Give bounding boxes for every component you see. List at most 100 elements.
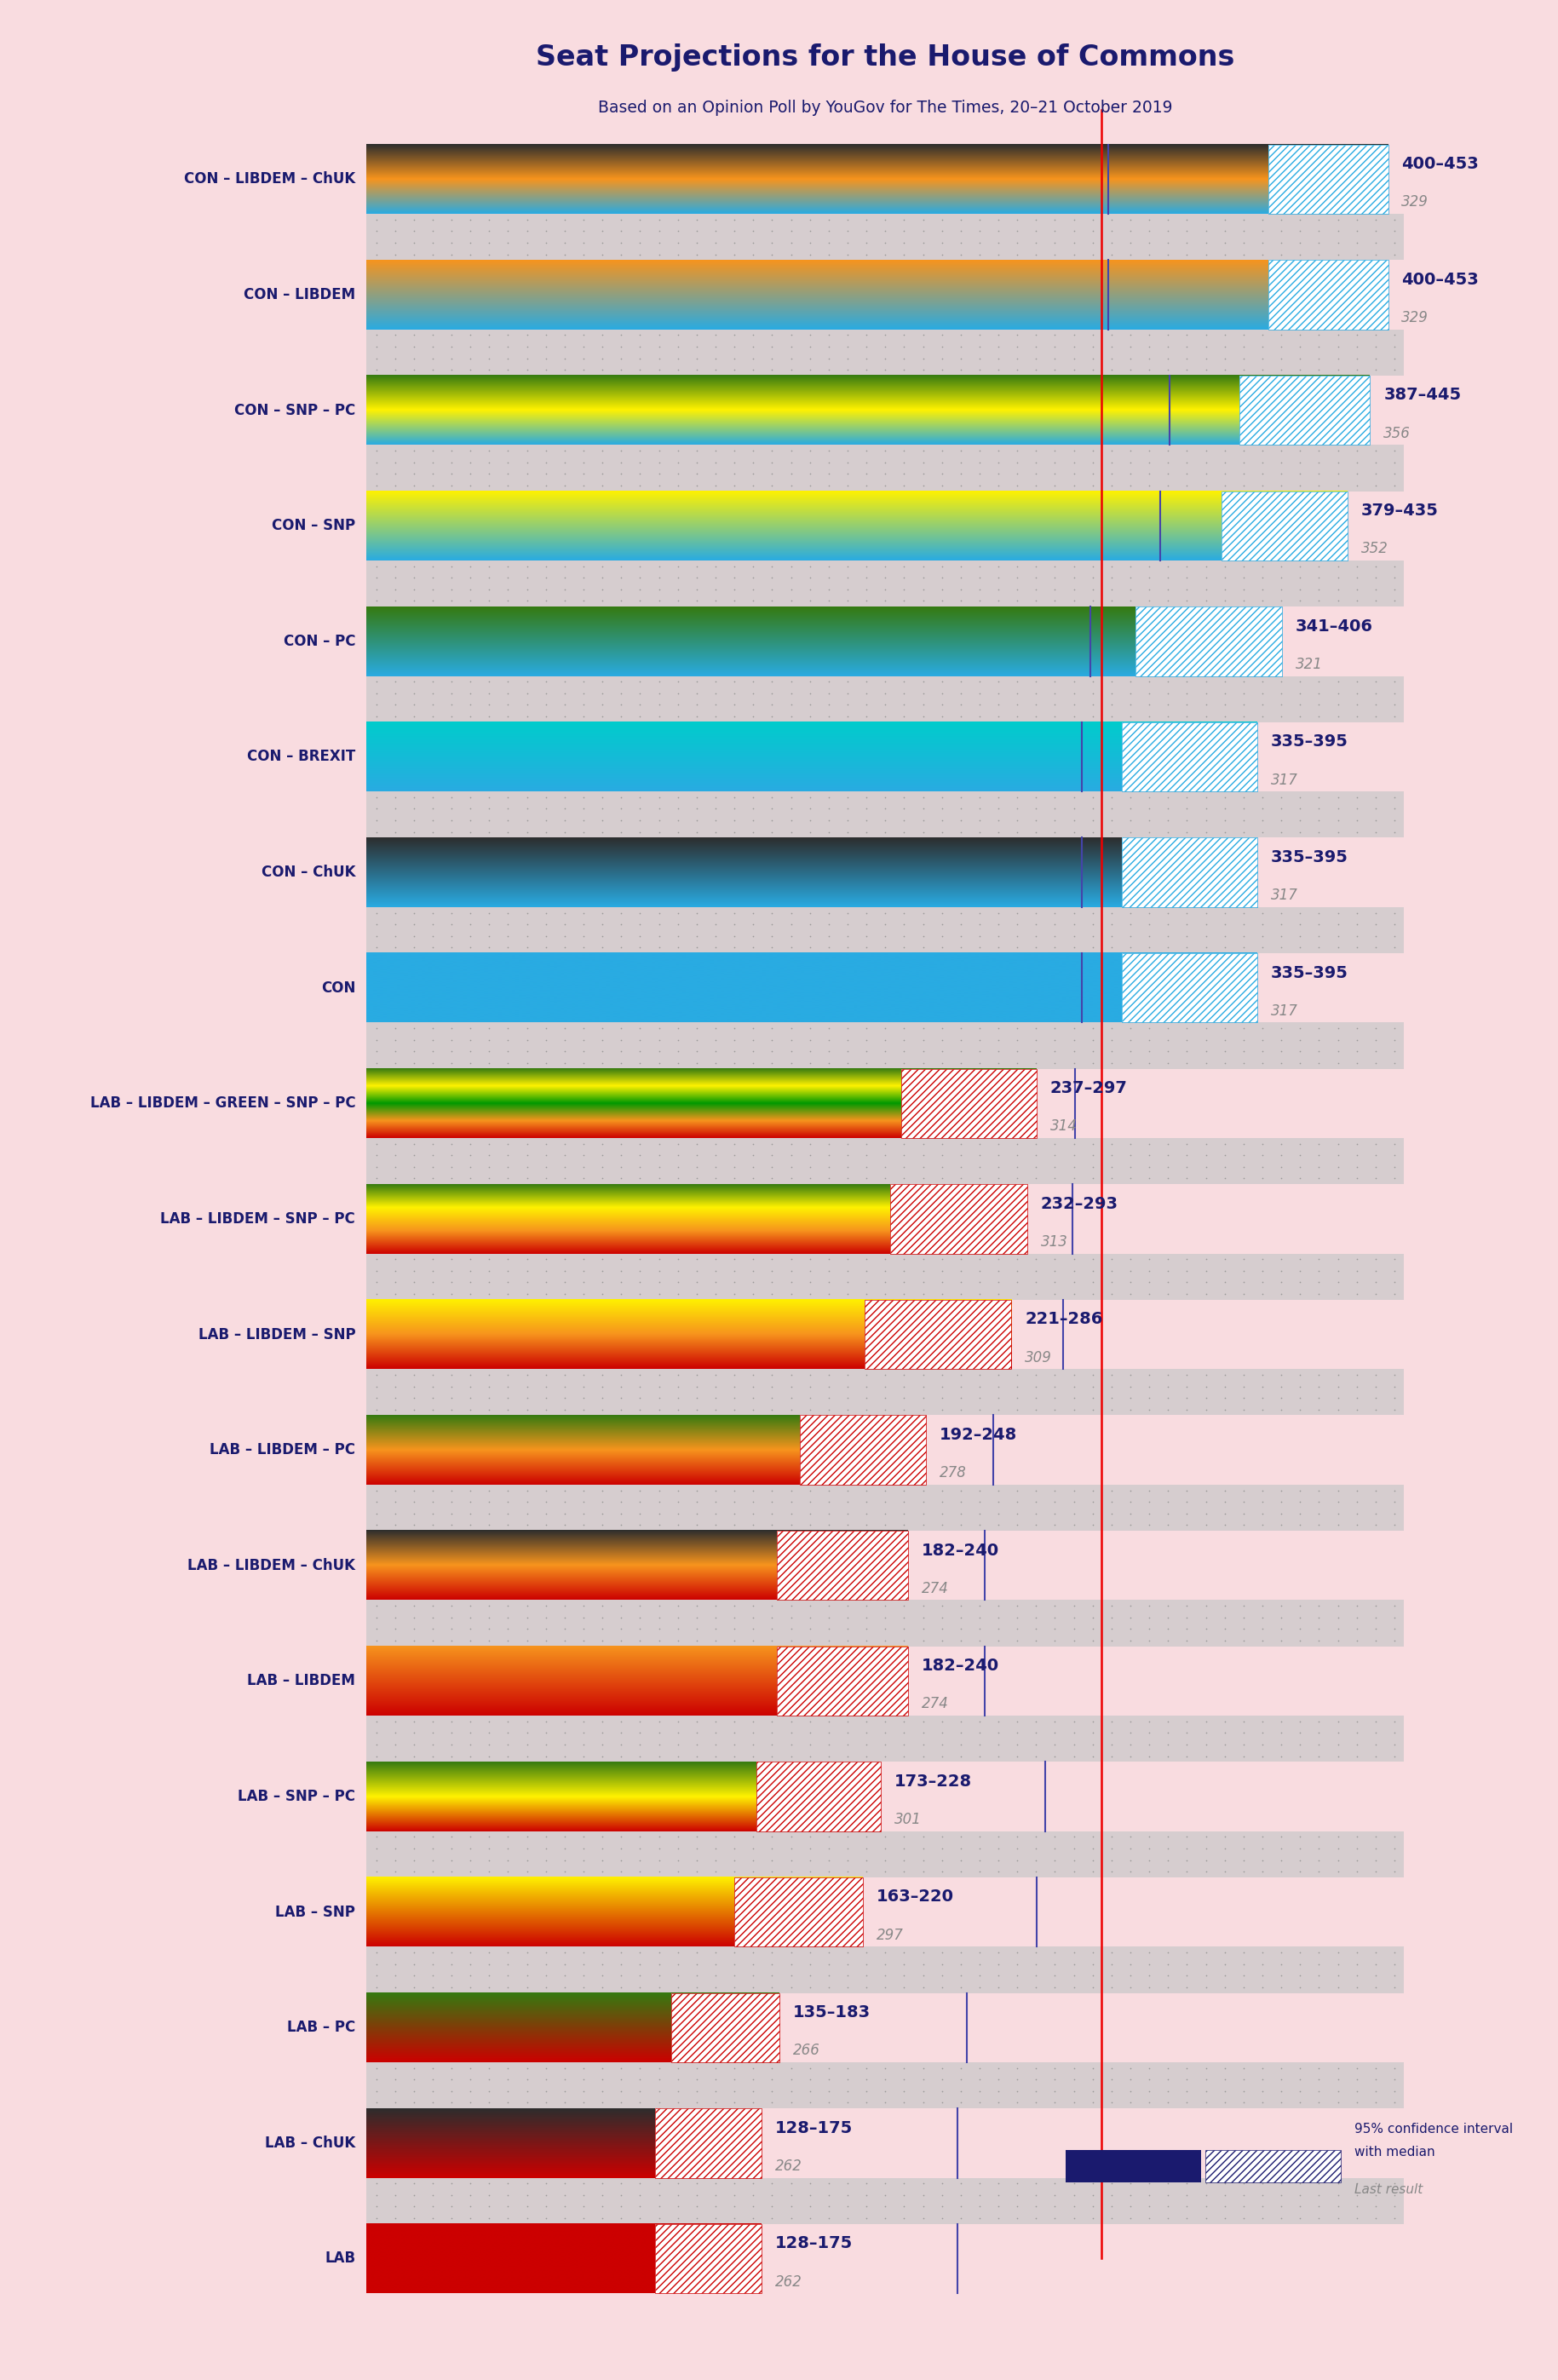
Bar bbox=[901, 1069, 1036, 1138]
Bar bbox=[671, 1992, 779, 2061]
Bar bbox=[799, 1416, 925, 1485]
Bar bbox=[366, 2061, 1404, 2109]
Bar bbox=[366, 676, 1404, 721]
Bar bbox=[890, 1185, 1027, 1254]
Text: 182–240: 182–240 bbox=[921, 1659, 999, 1673]
Text: LAB – SNP: LAB – SNP bbox=[276, 1904, 355, 1921]
Bar bbox=[1206, 2149, 1341, 2182]
Text: 317: 317 bbox=[1271, 888, 1298, 902]
Bar bbox=[757, 1761, 880, 1830]
Text: 278: 278 bbox=[939, 1466, 966, 1480]
Bar bbox=[366, 1830, 1404, 1878]
Bar bbox=[366, 1023, 1404, 1069]
Text: 313: 313 bbox=[1041, 1235, 1067, 1250]
Text: 128–175: 128–175 bbox=[774, 2121, 852, 2137]
Bar bbox=[366, 1485, 1404, 1530]
Bar bbox=[1122, 952, 1257, 1023]
Bar bbox=[777, 1647, 908, 1716]
Text: CON – BREXIT: CON – BREXIT bbox=[248, 750, 355, 764]
Bar bbox=[1122, 721, 1257, 793]
Bar bbox=[1239, 376, 1369, 445]
Bar bbox=[890, 1185, 1027, 1254]
Bar bbox=[1268, 259, 1388, 328]
Text: 173–228: 173–228 bbox=[894, 1773, 972, 1790]
Bar bbox=[366, 214, 1404, 259]
Bar bbox=[734, 1878, 863, 1947]
Bar bbox=[366, 2178, 1404, 2223]
Text: 317: 317 bbox=[1271, 771, 1298, 788]
Text: 314: 314 bbox=[1050, 1119, 1077, 1135]
Bar bbox=[799, 1416, 925, 1485]
Bar bbox=[366, 1599, 1404, 1647]
Text: 297: 297 bbox=[876, 1928, 904, 1942]
Text: 400–453: 400–453 bbox=[1402, 271, 1479, 288]
Text: 128–175: 128–175 bbox=[774, 2235, 852, 2251]
Text: CON: CON bbox=[321, 981, 355, 995]
Bar bbox=[777, 1647, 908, 1716]
Text: LAB – SNP – PC: LAB – SNP – PC bbox=[238, 1790, 355, 1804]
Bar bbox=[366, 1947, 1404, 1992]
Text: 329: 329 bbox=[1402, 309, 1429, 326]
Text: 400–453: 400–453 bbox=[1402, 157, 1479, 171]
Text: LAB – LIBDEM – SNP: LAB – LIBDEM – SNP bbox=[198, 1326, 355, 1342]
Text: 301: 301 bbox=[894, 1811, 921, 1828]
Text: CON – LIBDEM – ChUK: CON – LIBDEM – ChUK bbox=[184, 171, 355, 188]
Bar bbox=[1268, 259, 1388, 328]
Text: 232–293: 232–293 bbox=[1041, 1195, 1119, 1211]
Text: 262: 262 bbox=[774, 2273, 802, 2290]
Text: LAB: LAB bbox=[324, 2251, 355, 2266]
Bar bbox=[865, 1299, 1011, 1368]
Bar bbox=[366, 328, 1404, 376]
Text: 221–286: 221–286 bbox=[1025, 1311, 1103, 1328]
Bar bbox=[865, 1299, 1011, 1368]
Text: CON – PC: CON – PC bbox=[284, 633, 355, 650]
Text: 379–435: 379–435 bbox=[1362, 502, 1438, 519]
Bar bbox=[366, 1138, 1404, 1185]
Text: 352: 352 bbox=[1362, 540, 1388, 557]
Text: 135–183: 135–183 bbox=[793, 2004, 871, 2021]
Bar bbox=[656, 2109, 762, 2178]
Bar bbox=[1221, 490, 1348, 559]
Text: LAB – LIBDEM – GREEN – SNP – PC: LAB – LIBDEM – GREEN – SNP – PC bbox=[90, 1095, 355, 1111]
Bar bbox=[1122, 838, 1257, 907]
Text: 356: 356 bbox=[1384, 426, 1410, 440]
Text: 329: 329 bbox=[1402, 195, 1429, 209]
Bar bbox=[734, 1878, 863, 1947]
Text: CON – SNP: CON – SNP bbox=[271, 519, 355, 533]
Bar bbox=[777, 1530, 908, 1599]
Bar bbox=[1221, 490, 1348, 559]
Bar bbox=[366, 793, 1404, 838]
Bar bbox=[671, 1992, 779, 2061]
Text: 321: 321 bbox=[1296, 657, 1323, 671]
Text: 335–395: 335–395 bbox=[1271, 850, 1348, 866]
Text: LAB – PC: LAB – PC bbox=[287, 2021, 355, 2035]
Bar bbox=[1122, 721, 1257, 793]
Bar bbox=[656, 2223, 762, 2294]
Text: 182–240: 182–240 bbox=[921, 1542, 999, 1559]
Text: with median: with median bbox=[1354, 2147, 1435, 2159]
Text: Seat Projections for the House of Commons: Seat Projections for the House of Common… bbox=[536, 43, 1234, 71]
Bar bbox=[366, 1254, 1404, 1299]
Text: 341–406: 341–406 bbox=[1296, 619, 1373, 635]
Text: CON – ChUK: CON – ChUK bbox=[262, 864, 355, 881]
Text: 237–297: 237–297 bbox=[1050, 1081, 1128, 1097]
Text: 335–395: 335–395 bbox=[1271, 733, 1348, 750]
Text: LAB – LIBDEM – ChUK: LAB – LIBDEM – ChUK bbox=[187, 1559, 355, 1573]
Text: LAB – LIBDEM: LAB – LIBDEM bbox=[248, 1673, 355, 1690]
Bar bbox=[1122, 838, 1257, 907]
Bar bbox=[1136, 607, 1282, 676]
Text: CON – SNP – PC: CON – SNP – PC bbox=[234, 402, 355, 419]
Bar bbox=[1066, 2149, 1201, 2182]
Text: CON – LIBDEM: CON – LIBDEM bbox=[243, 288, 355, 302]
Bar bbox=[366, 1716, 1404, 1761]
Bar bbox=[901, 1069, 1036, 1138]
Bar bbox=[366, 559, 1404, 607]
Text: 95% confidence interval: 95% confidence interval bbox=[1354, 2123, 1513, 2135]
Bar bbox=[656, 2223, 762, 2294]
Text: LAB – ChUK: LAB – ChUK bbox=[265, 2135, 355, 2152]
Text: Based on an Opinion Poll by YouGov for The Times, 20–21 October 2019: Based on an Opinion Poll by YouGov for T… bbox=[598, 100, 1173, 117]
Bar bbox=[1206, 2149, 1341, 2182]
Bar bbox=[656, 2109, 762, 2178]
Text: 163–220: 163–220 bbox=[876, 1890, 953, 1904]
Text: 335–395: 335–395 bbox=[1271, 964, 1348, 981]
